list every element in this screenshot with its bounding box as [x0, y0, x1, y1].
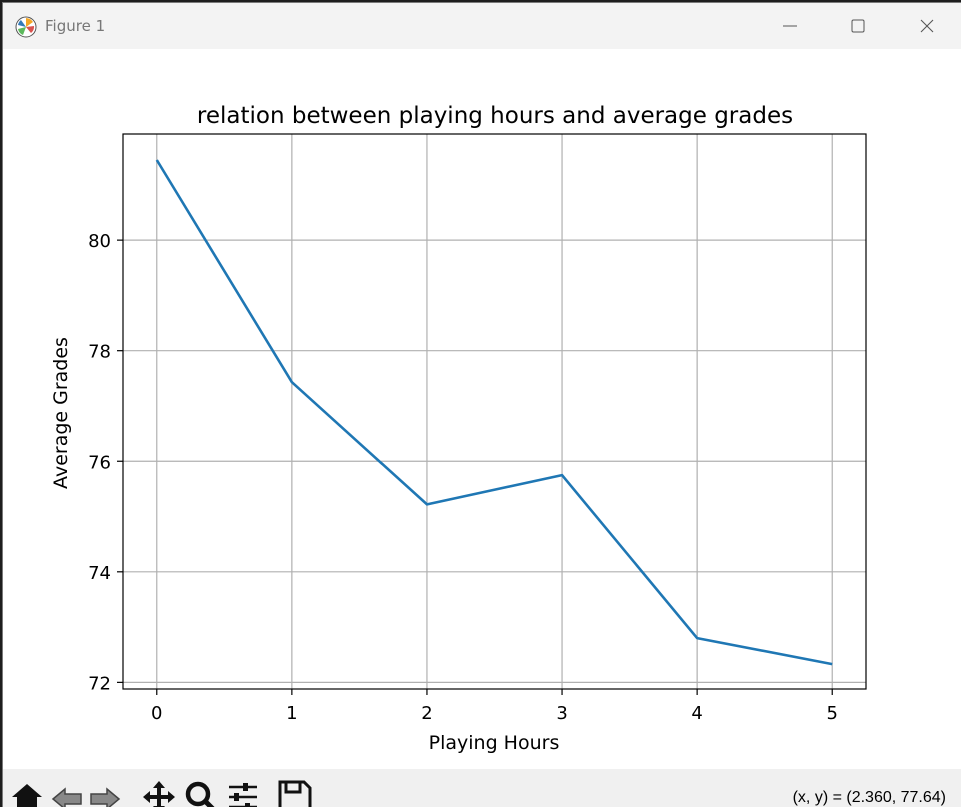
x-tick-label: 3	[556, 703, 567, 724]
back-button[interactable]	[49, 779, 85, 807]
line-chart[interactable]: relation between playing hours and avera…	[3, 49, 961, 769]
x-tick-label: 2	[421, 703, 432, 724]
save-button[interactable]	[277, 779, 313, 807]
close-icon	[920, 19, 934, 33]
x-tick-label: 5	[827, 703, 838, 724]
home-button[interactable]	[9, 779, 45, 807]
navigation-toolbar: (x, y) = (2.360, 77.64)	[3, 769, 961, 807]
x-tick-label: 1	[286, 703, 297, 724]
forward-button[interactable]	[87, 779, 123, 807]
cursor-coordinates: (x, y) = (2.360, 77.64)	[792, 789, 946, 806]
home-icon	[12, 784, 42, 807]
close-button[interactable]	[892, 3, 961, 49]
series-layer	[155, 159, 833, 666]
zoom-button[interactable]	[183, 779, 219, 807]
pan-icon	[143, 781, 175, 807]
forward-icon	[90, 787, 121, 807]
figure-canvas[interactable]: relation between playing hours and avera…	[3, 49, 961, 769]
y-axis-label: Average Grades	[50, 337, 72, 489]
y-tick-label: 76	[88, 452, 111, 473]
chart-title: relation between playing hours and avera…	[197, 103, 793, 129]
title-bar[interactable]: Figure 1	[3, 3, 961, 49]
grid-lines	[123, 134, 866, 689]
back-icon	[51, 787, 82, 807]
minimize-icon	[783, 25, 797, 27]
x-tick-label: 0	[151, 703, 162, 724]
y-tick-label: 80	[88, 231, 111, 252]
series-line	[155, 159, 833, 666]
axes-frame	[122, 133, 867, 690]
tick-layer: 0 1 2 3 4 5 72 74 76 78 80	[88, 231, 838, 724]
y-tick-label: 72	[88, 673, 111, 694]
x-tick-label: 4	[691, 703, 702, 724]
matplotlib-logo-icon	[15, 16, 37, 38]
y-tick-label: 78	[88, 342, 111, 363]
y-tick-label: 74	[88, 563, 111, 584]
zoom-icon	[185, 781, 215, 807]
window-title: Figure 1	[45, 17, 106, 35]
pan-button[interactable]	[141, 779, 177, 807]
x-axis-label: Playing Hours	[429, 732, 560, 754]
save-icon	[278, 780, 312, 807]
configure-subplots-button[interactable]	[225, 779, 261, 807]
minimize-button[interactable]	[755, 3, 825, 49]
maximize-icon	[851, 19, 865, 33]
configure-subplots-icon	[229, 783, 257, 807]
maximize-button[interactable]	[823, 3, 893, 49]
